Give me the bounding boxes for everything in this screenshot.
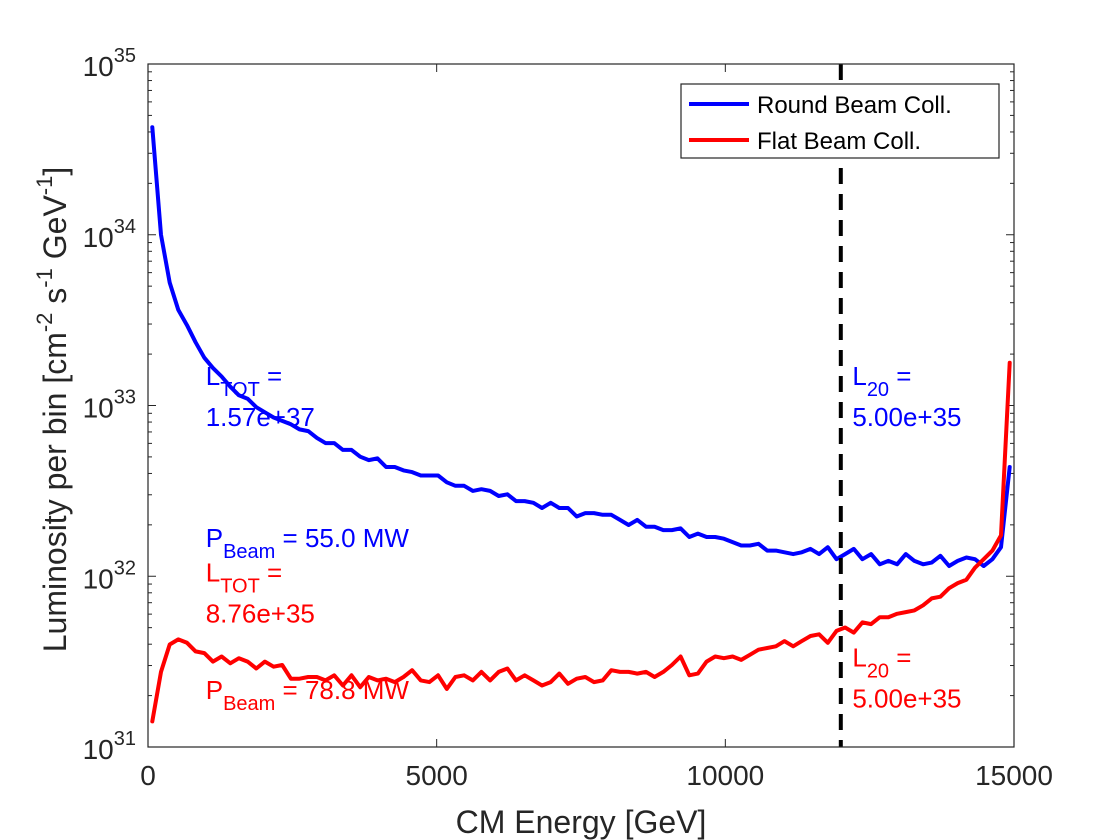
plot-area: 0 5000 10000 1500010311032103310341035LTOT … — [32, 45, 1053, 840]
y-tick-base: 10 — [83, 734, 114, 765]
annotation-text: 5.00e+35 — [852, 402, 961, 432]
y-label-exponent: -1 — [32, 268, 57, 288]
y-tick-label: 1033 — [83, 387, 136, 424]
y-tick-exponent: 33 — [114, 387, 136, 409]
axes-frame — [147, 63, 1015, 748]
annotation-label: L20 = — [852, 643, 911, 683]
x-tick-label: 10000 — [686, 760, 764, 791]
y-tick-base: 10 — [83, 563, 114, 594]
y-label-part: GeV — [37, 195, 73, 269]
annotation-text: L — [852, 643, 866, 673]
annotation-suffix: = — [889, 361, 911, 391]
annotation-label: PBeam = 55.0 MW — [206, 523, 410, 563]
annotation-label: L20 = — [852, 361, 911, 401]
annotation-subscript: 20 — [867, 661, 889, 683]
y-label-part: s — [37, 288, 73, 313]
y-tick-exponent: 31 — [114, 728, 136, 750]
y-tick-exponent: 32 — [114, 557, 136, 579]
annotation-label: 1.57e+37 — [206, 402, 315, 432]
annotation-subscript: Beam — [223, 693, 275, 715]
y-tick-label: 1034 — [83, 216, 136, 253]
annotation-text: 5.00e+35 — [852, 684, 961, 714]
legend-entry-label: Round Beam Coll. — [757, 92, 952, 119]
annotation-label: 5.00e+35 — [852, 402, 961, 432]
annotation-subscript: Beam — [223, 541, 275, 563]
annotation-subscript: TOT — [220, 379, 260, 401]
annotation-text: L — [852, 361, 866, 391]
x-tick-label: 5000 — [406, 760, 468, 791]
annotation-label: PBeam = 78.8 MW — [206, 675, 410, 715]
annotation-text: L — [206, 361, 220, 391]
annotation-text: P — [206, 523, 223, 553]
annotation-text: P — [206, 675, 223, 705]
x-tick-label: 0 — [140, 760, 156, 791]
annotation-text: 1.57e+37 — [206, 402, 315, 432]
y-tick-base: 10 — [83, 393, 114, 424]
y-label-exponent: -2 — [32, 313, 57, 333]
annotation-suffix: = — [260, 361, 282, 391]
legend-entry-label: Flat Beam Coll. — [757, 128, 921, 155]
y-tick-label: 1032 — [83, 557, 136, 594]
annotation-text: 8.76e+35 — [206, 598, 315, 628]
y-tick-base: 10 — [83, 51, 114, 82]
y-tick-label: 1031 — [83, 728, 136, 765]
annotation-suffix: = — [260, 557, 282, 587]
y-label-exponent: -1 — [32, 176, 57, 196]
annotation-text: L — [206, 557, 220, 587]
x-tick-label: 15000 — [975, 760, 1053, 791]
series-line-round-beam — [150, 125, 1012, 568]
y-label-end: ] — [37, 167, 73, 176]
annotation-label: 8.76e+35 — [206, 598, 315, 628]
annotation-suffix: = 55.0 MW — [275, 523, 409, 553]
annotation-suffix: = — [889, 643, 911, 673]
annotation-subscript: TOT — [220, 575, 260, 597]
annotation-label: LTOT = — [206, 557, 283, 597]
y-tick-label: 1035 — [83, 45, 136, 82]
y-tick-exponent: 35 — [114, 45, 136, 67]
series-line-flat-beam — [150, 360, 1012, 724]
annotation-label: LTOT = — [206, 361, 283, 401]
plot-background — [148, 64, 1014, 747]
y-tick-base: 10 — [83, 222, 114, 253]
annotation-subscript: 20 — [867, 379, 889, 401]
y-axis-label: Luminosity per bin [cm-2 s-1 GeV-1] — [32, 167, 73, 653]
annotation-label: 5.00e+35 — [852, 684, 961, 714]
y-label-main: Luminosity per bin [cm — [37, 332, 73, 652]
legend-box — [680, 83, 1000, 159]
x-axis-label: CM Energy [GeV] — [456, 804, 707, 840]
y-tick-exponent: 34 — [114, 216, 136, 238]
annotation-suffix: = 78.8 MW — [275, 675, 409, 705]
